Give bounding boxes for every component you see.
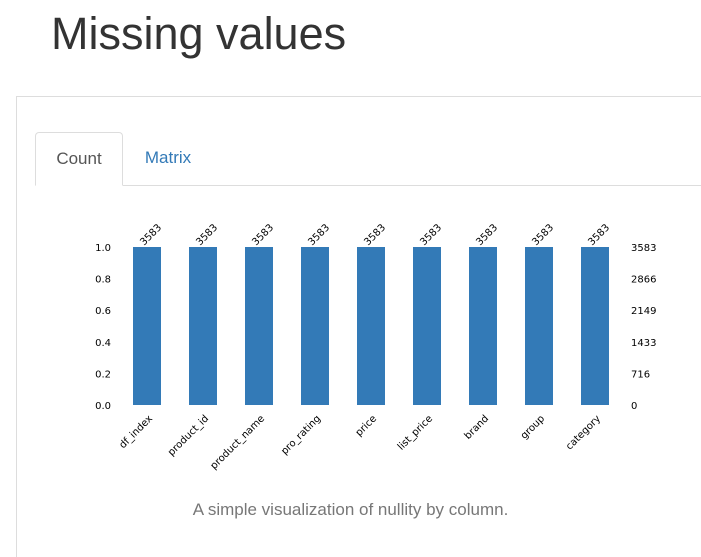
x-tick-label: df_index — [117, 413, 155, 451]
bar — [525, 247, 553, 405]
bar-count-label: 3583 — [306, 222, 332, 248]
tab-matrix[interactable]: Matrix — [144, 148, 192, 167]
x-tick-label: price — [354, 413, 379, 438]
x-tick-label: product_id — [166, 413, 211, 458]
bar-count-label: 3583 — [474, 222, 500, 248]
y-tick-label-left: 0.2 — [95, 369, 111, 380]
bar — [133, 247, 161, 405]
y-tick-label-right: 1433 — [631, 338, 656, 349]
tab-count[interactable]: Count — [35, 132, 123, 186]
bar — [245, 247, 273, 405]
page-title: Missing values — [51, 8, 347, 59]
y-tick-label-left: 0.4 — [95, 338, 111, 349]
x-tick-label: product_name — [209, 413, 268, 472]
x-tick-label: category — [564, 413, 603, 452]
x-tick-label: brand — [463, 413, 491, 441]
bar-count-label: 3583 — [138, 222, 164, 248]
bar-count-label: 3583 — [194, 222, 220, 248]
y-tick-label-right: 716 — [631, 369, 650, 380]
tab-bar: Count Matrix — [35, 132, 701, 186]
chart-caption: A simple visualization of nullity by col… — [192, 500, 509, 519]
bar — [581, 247, 609, 405]
bar — [301, 247, 329, 405]
y-tick-label-right: 2866 — [631, 275, 656, 286]
bar — [189, 247, 217, 405]
nullity-bar-chart: 0.0 0.2 0.4 0.6 0.8 1.0 0 716 1433 2149 2866 3583 35… — [95, 222, 656, 472]
y-tick-label-left: 1.0 — [95, 243, 111, 254]
bar — [357, 247, 385, 405]
bar — [413, 247, 441, 405]
bar-count-label: 3583 — [586, 222, 612, 248]
y-tick-label-left: 0.0 — [95, 401, 111, 412]
bar-count-label: 3583 — [418, 222, 444, 248]
y-tick-label-left: 0.8 — [95, 275, 111, 286]
x-tick-label: list_price — [396, 413, 435, 452]
bar-count-label: 3583 — [530, 222, 556, 248]
y-tick-label-right: 0 — [631, 401, 637, 412]
bar-count-label: 3583 — [250, 222, 276, 248]
y-tick-label-right: 3583 — [631, 243, 656, 254]
y-tick-label-left: 0.6 — [95, 306, 111, 317]
x-tick-label: pro_rating — [279, 413, 323, 457]
bar — [469, 247, 497, 405]
bar-count-label: 3583 — [362, 222, 388, 248]
x-tick-label: group — [519, 413, 547, 441]
y-tick-label-right: 2149 — [631, 306, 656, 317]
